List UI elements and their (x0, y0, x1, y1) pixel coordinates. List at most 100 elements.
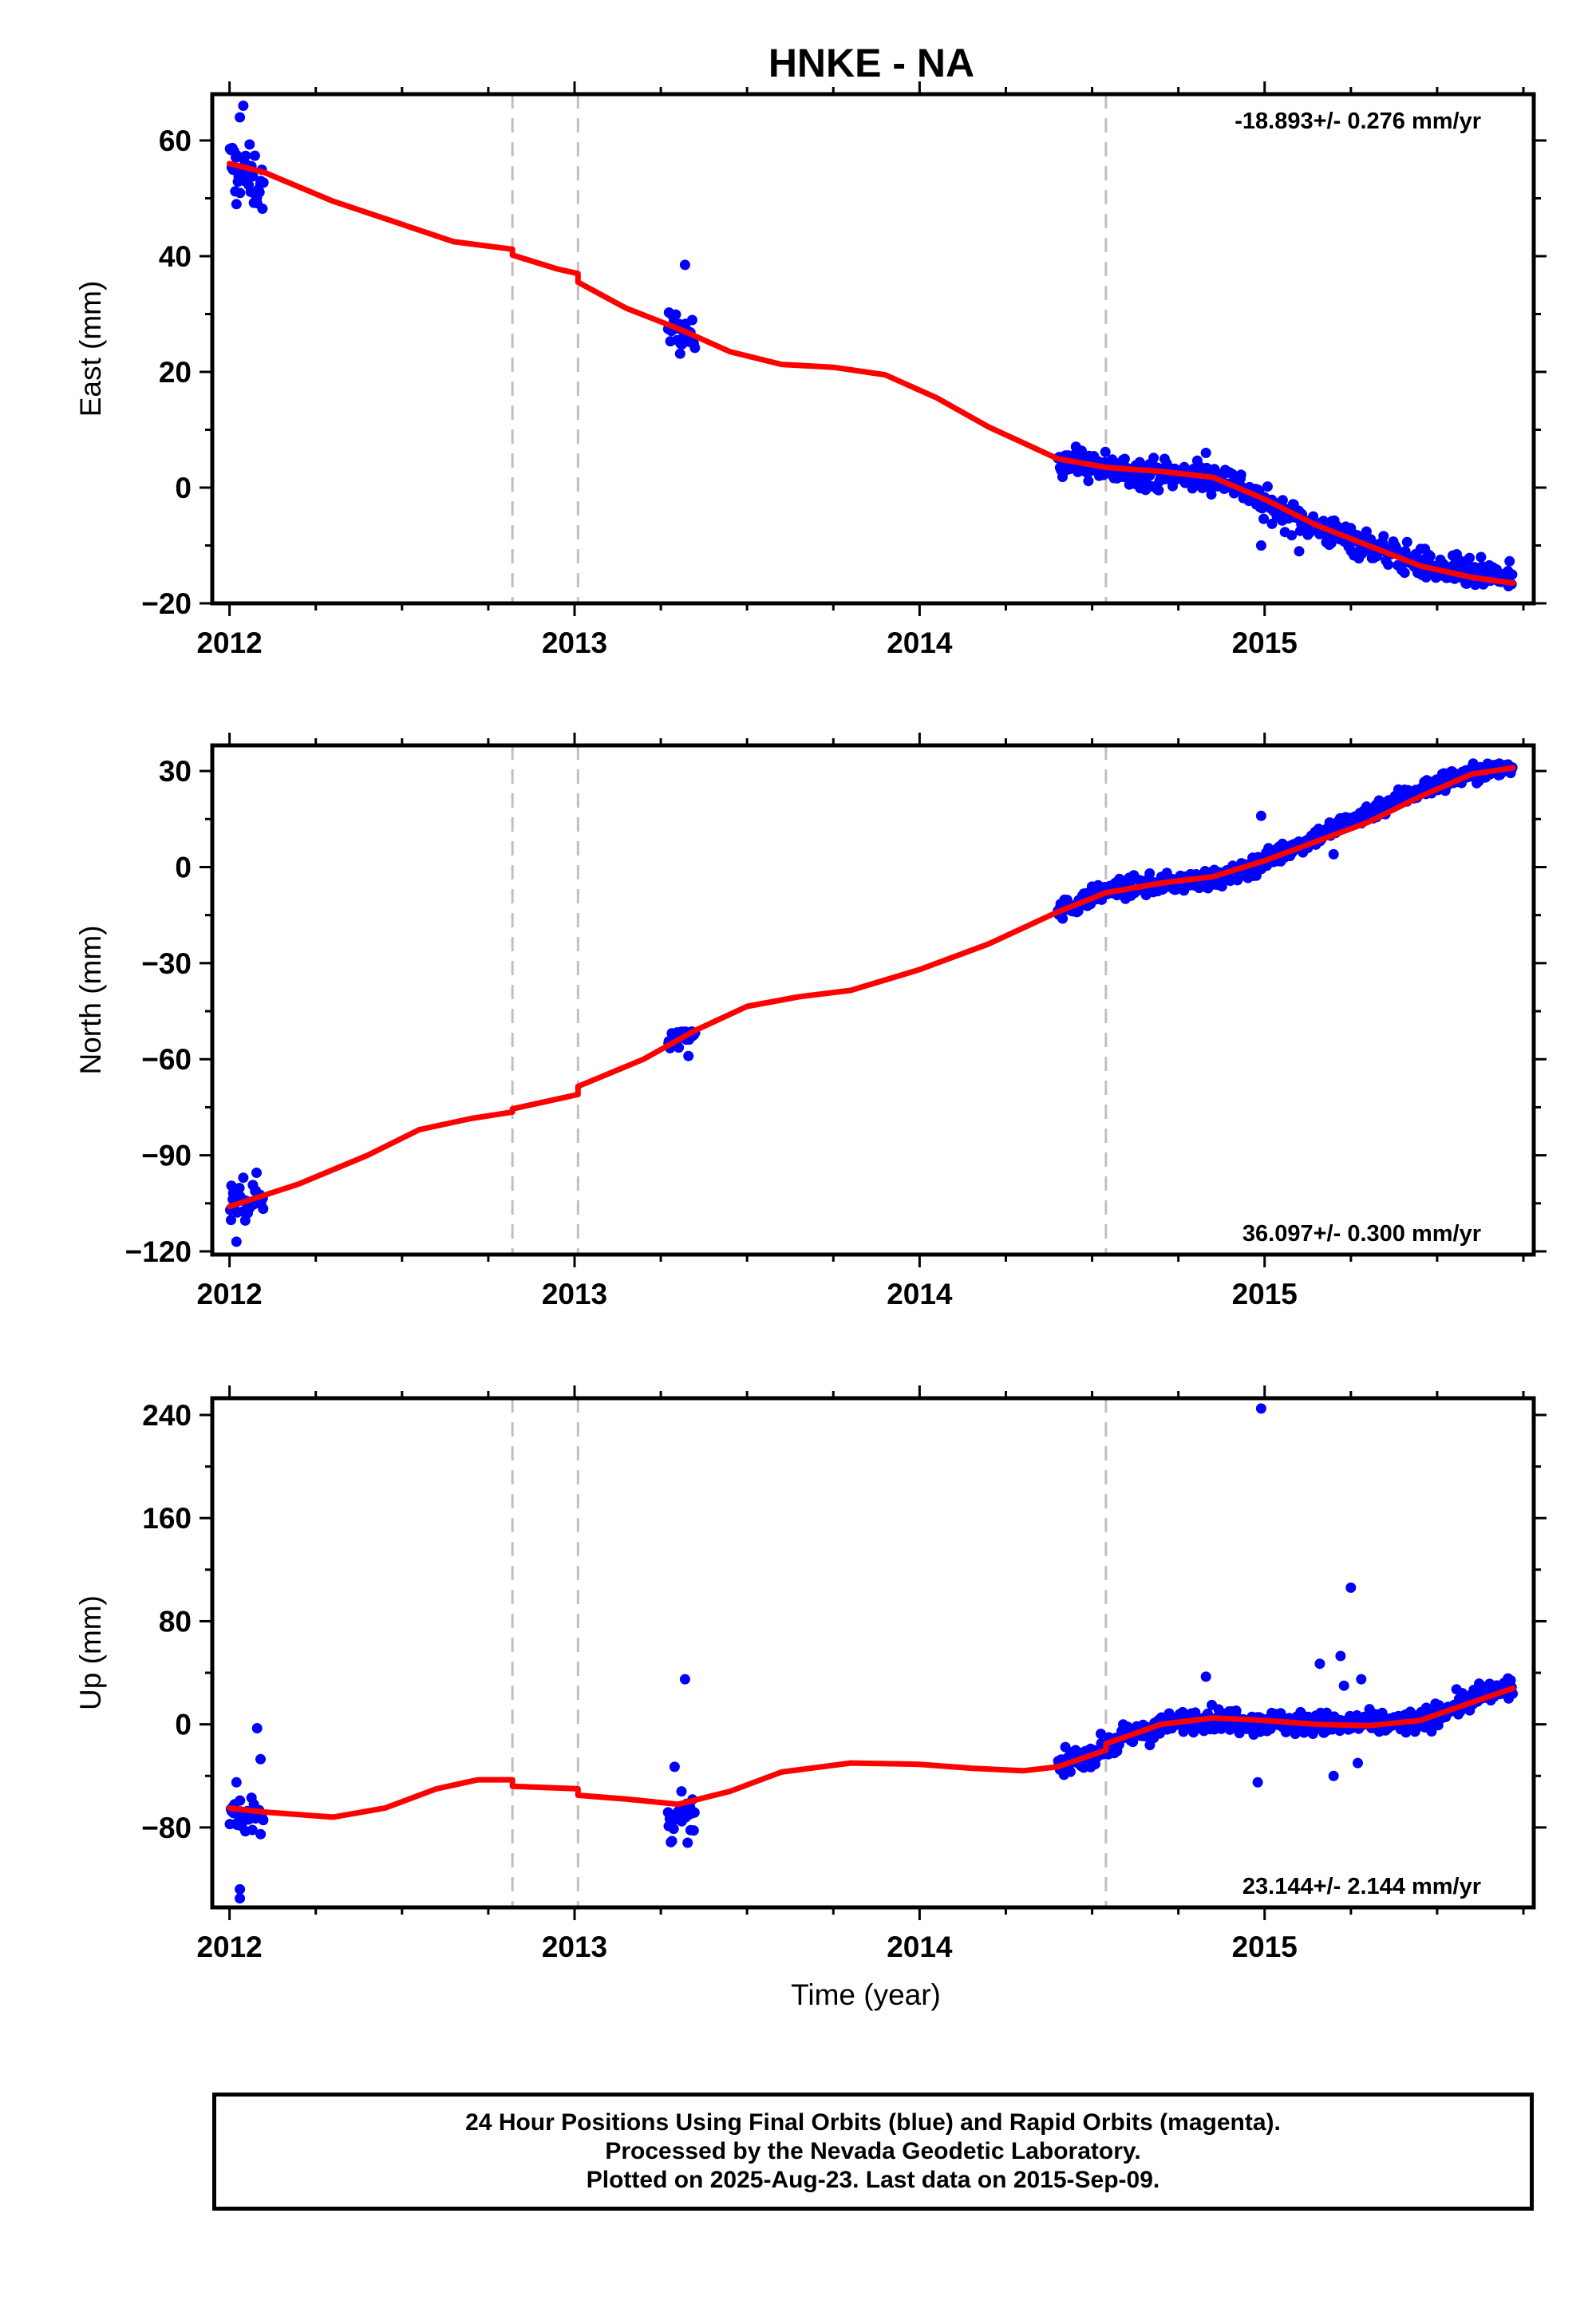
east-data-point (1235, 469, 1246, 480)
east-rate-annotation: -18.893+/- 0.276 mm/yr (1235, 109, 1481, 134)
east-data-point (235, 188, 246, 199)
east-data-point (1470, 579, 1481, 591)
up-outlier-point (1338, 1680, 1349, 1691)
east-data-point (1153, 484, 1164, 496)
east-outlier-point (238, 101, 249, 111)
footer-line-1: 24 Hour Positions Using Final Orbits (bl… (465, 2109, 1281, 2136)
north-y-tick-label: −30 (141, 947, 192, 980)
north-x-tick-label: 2014 (887, 1278, 953, 1310)
up-data-point (1290, 1729, 1301, 1740)
north-x-tick-label: 2013 (542, 1278, 607, 1310)
east-x-tick-label: 2012 (196, 626, 262, 659)
east-x-tick-label: 2015 (1232, 626, 1298, 659)
up-outlier-point (1335, 1650, 1346, 1662)
east-data-point (1179, 461, 1190, 472)
east-data-point (1476, 551, 1487, 563)
north-y-tick-label: −60 (141, 1043, 192, 1076)
up-y-tick-label: 0 (175, 1709, 192, 1741)
north-x-tick-label: 2012 (196, 1278, 262, 1310)
east-data-point (247, 171, 259, 182)
footer-line-2: Processed by the Nevada Geodetic Laborat… (605, 2138, 1141, 2164)
east-data-point (1258, 513, 1270, 524)
up-outlier-point (669, 1761, 680, 1773)
up-data-point (688, 1825, 699, 1836)
up-x-tick-label: 2015 (1232, 1931, 1298, 1963)
up-data-point (1426, 1726, 1437, 1737)
north-outlier-point (1255, 810, 1266, 821)
north-frame (210, 743, 1536, 1257)
up-panel: 2012 2013 2014 2015 −80 0 80 160 240 Up (mm) Time … (74, 1385, 1547, 2011)
north-data-point (234, 1183, 245, 1194)
east-data-point (1365, 534, 1377, 545)
up-x-tick-label: 2012 (196, 1931, 262, 1963)
east-data-point (1504, 555, 1515, 567)
east-data-point (689, 342, 701, 354)
east-data-point (1227, 468, 1238, 480)
east-y-tick-label: −20 (141, 587, 192, 620)
up-outlier-point (1255, 1403, 1266, 1414)
up-x-tick-label: 2013 (542, 1931, 607, 1963)
north-data-point (1061, 895, 1073, 906)
up-data-point (235, 1795, 246, 1806)
north-data-point (1144, 868, 1156, 879)
east-outlier-point (231, 199, 242, 210)
north-rate-annotation: 36.097+/- 0.300 mm/yr (1242, 1221, 1481, 1247)
east-data-point (1119, 453, 1130, 464)
up-outlier-point (679, 1674, 690, 1685)
north-outlier-point (1328, 848, 1339, 860)
north-data-point (251, 1168, 262, 1178)
up-data-point (258, 1815, 269, 1826)
up-frame (210, 1396, 1536, 1910)
up-outlier-point (255, 1753, 266, 1765)
up-rate-annotation: 23.144+/- 2.144 mm/yr (1242, 1874, 1481, 1899)
up-data-point (668, 1824, 679, 1835)
east-data-point (254, 187, 265, 198)
east-data-point (1286, 530, 1298, 541)
north-data-point (1216, 881, 1227, 892)
east-data-point (1464, 552, 1475, 563)
up-outlier-point (1353, 1757, 1363, 1769)
east-outlier-point (1345, 523, 1357, 534)
up-data-point (255, 1828, 267, 1840)
north-y-tick-label: −120 (125, 1235, 192, 1268)
east-data-point (257, 204, 268, 214)
up-data-point (1307, 1729, 1318, 1739)
east-data-point (1277, 495, 1288, 506)
up-x-tick-label: 2014 (887, 1931, 953, 1963)
east-outlier-point (1255, 540, 1266, 551)
up-x-axis-label: Time (year) (791, 1978, 941, 2011)
north-panel: 2012 2013 2014 2015 −120 −90 −60 −30 0 30 North (m… (74, 733, 1547, 1310)
east-data-point (686, 314, 697, 326)
up-plot-area (224, 1403, 1519, 1904)
east-y-tick-label: 20 (159, 356, 192, 389)
north-y-tick-label: 0 (175, 851, 192, 883)
north-data-point (258, 1203, 269, 1215)
east-data-point (1399, 567, 1410, 579)
east-data-point (670, 309, 681, 320)
up-data-point (1096, 1729, 1106, 1739)
up-y-axis-label: Up (mm) (74, 1595, 107, 1710)
east-outlier-point (235, 112, 246, 123)
up-data-point (666, 1836, 678, 1847)
east-y-axis-label: East (mm) (74, 281, 107, 417)
panels: 2012 2013 2014 2015 −20 0 20 40 60 East (mm) -18.8… (74, 81, 1547, 2011)
up-y-tick-label: 240 (142, 1399, 192, 1432)
east-data-point (1400, 546, 1411, 557)
up-data-point (682, 1837, 693, 1848)
north-y-tick-label: −90 (141, 1140, 192, 1172)
up-outlier-point (1252, 1777, 1263, 1788)
up-outlier-point (1356, 1674, 1367, 1685)
east-data-point (674, 348, 685, 359)
east-data-point (1378, 531, 1389, 542)
east-outlier-point (679, 259, 690, 271)
east-panel: 2012 2013 2014 2015 −20 0 20 40 60 East (mm) -18.8… (74, 81, 1547, 659)
east-data-point (1383, 559, 1394, 570)
east-y-tick-label: 40 (159, 240, 192, 273)
footer-box: 24 Hour Positions Using Final Orbits (bl… (212, 2093, 1534, 2211)
east-y-tick-label: 0 (175, 472, 192, 504)
figure-title: HNKE - NA (768, 41, 974, 85)
up-outlier-point (1200, 1671, 1211, 1682)
up-y-tick-label: −80 (141, 1812, 192, 1844)
up-data-point (247, 1824, 258, 1836)
east-data-point (249, 150, 260, 161)
